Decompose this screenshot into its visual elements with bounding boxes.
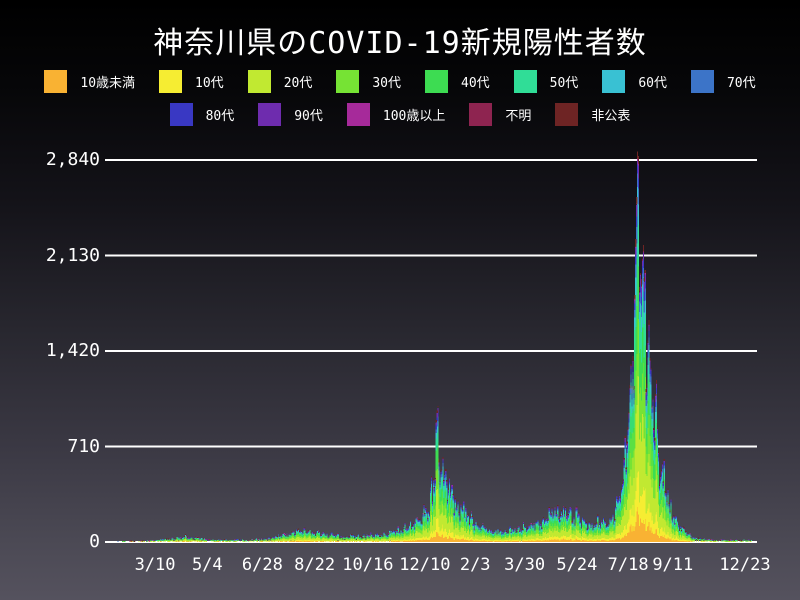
legend-label: 10代 [195,76,224,91]
legend-item: 30代 [336,70,401,93]
legend-color-swatch [169,103,193,126]
legend-label: 10歳未満 [80,76,136,91]
x-tick-label: 6/28 [241,555,283,575]
legend-item: 90代 [258,103,323,126]
legend-label: 70代 [726,76,756,91]
x-tick-label: 12/23 [719,555,771,575]
legend-row-1: 10歳未満 10代 20代 30代 40代 50代 60代 70代 [0,70,800,93]
legend-label: 90代 [294,109,323,124]
series-40代 [122,255,750,542]
legend-color-swatch [258,103,282,126]
legend-color-swatch [469,103,493,126]
series-60代 [160,187,733,542]
legend-label: 非公表 [591,109,631,124]
series-非公表 [129,151,742,542]
legend-color-swatch [346,103,370,126]
legend-item: 40代 [425,70,490,93]
legend-item: 10歳未満 [44,70,135,93]
legend-color-swatch [513,70,537,93]
x-tick-label: 12/10 [399,555,451,575]
series-10代 [141,471,737,542]
legend-color-swatch [425,70,448,93]
legend-color-swatch [690,70,714,93]
legend-color-swatch [159,70,183,93]
legend-color-swatch [336,70,360,93]
legend-color-swatch [44,70,68,93]
x-tick-label: 5/24 [556,555,598,575]
y-tick-label: 0 [89,531,100,552]
x-tick-label: 8/22 [294,555,336,575]
chart-title: 神奈川県のCOVID-19新規陽性者数 [153,26,647,61]
legend-label: 50代 [549,76,579,91]
legend-label: 100歳以上 [382,109,446,124]
series-50代 [132,209,753,542]
legend-label: 40代 [461,76,490,91]
y-tick-label: 1,420 [45,340,100,361]
legend-item: 70代 [690,70,756,93]
legend-label: 80代 [205,109,235,124]
x-tick-label: 10/16 [342,555,394,575]
x-tick-label: 3/10 [134,555,176,575]
x-tick-label: 2/3 [459,555,491,575]
x-tick-label: 9/11 [652,555,694,575]
legend-item: 80代 [169,103,235,126]
legend-label: 20代 [283,76,313,91]
y-tick-label: 710 [67,435,100,457]
y-tick-label: 2,840 [45,149,100,170]
legend-color-swatch [555,103,579,126]
legend-item: 60代 [602,70,667,93]
x-tick-label: 7/18 [607,555,649,575]
legend: 10歳未満 10代 20代 30代 40代 50代 60代 70代 80代 90代 100歳以上 不… [0,70,800,126]
x-tick-label: 5/4 [191,555,223,575]
legend-label: 不明 [505,109,532,124]
legend-label: 60代 [638,76,667,91]
legend-item: 100歳以上 [346,103,446,126]
legend-row-2: 80代 90代 100歳以上 不明 非公表 [0,103,800,126]
legend-item: 50代 [513,70,579,93]
legend-item: 不明 [469,103,531,126]
legend-label: 30代 [372,76,401,91]
legend-item: 非公表 [555,103,630,126]
series-80代 [145,164,743,542]
legend-item: 20代 [247,70,313,93]
legend-color-swatch [602,70,626,93]
legend-color-swatch [247,70,271,93]
legend-item: 10代 [159,70,224,93]
y-tick-label: 2,130 [45,244,100,266]
x-tick-label: 3/30 [504,555,546,575]
